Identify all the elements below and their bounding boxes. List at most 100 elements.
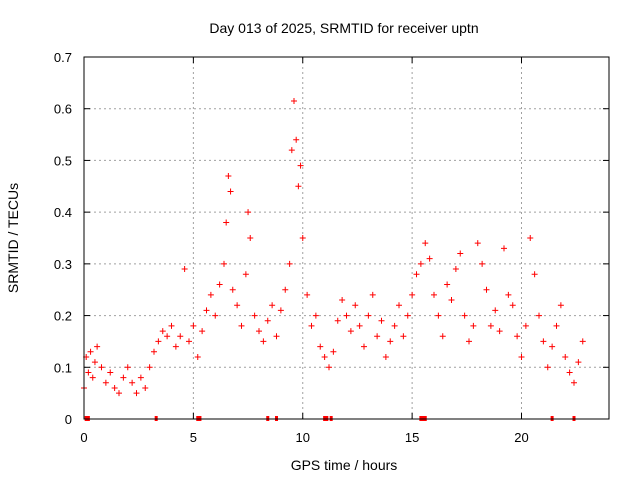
data-point [256,328,262,335]
data-point [221,260,227,267]
data-point [317,343,324,350]
data-point [505,291,512,298]
data-point [378,317,385,324]
data-point [98,364,105,371]
data-point [116,390,122,397]
x-tick-label: 20 [514,430,528,445]
data-point [133,390,140,397]
data-point [299,235,306,241]
data-point [579,338,586,345]
data-point [91,359,98,366]
y-tick-label: 0.7 [54,50,72,65]
data-point [111,384,118,391]
data-point [207,291,214,298]
data-point [444,281,451,288]
data-point [540,338,547,345]
data-point [212,312,219,319]
data-point [330,348,337,355]
data-point [422,240,429,247]
data-point [142,384,149,391]
y-tick-label: 0.3 [54,257,72,272]
y-tick-label: 0.6 [54,102,72,117]
data-point [461,312,468,319]
y-axis-title: SRMTID / TECUs [5,183,21,293]
data-point [544,364,551,371]
data-point [374,333,381,340]
data-point [409,291,416,298]
data-point [369,291,376,298]
data-point [304,291,311,298]
data-point [238,322,245,329]
data-point [186,338,192,345]
data-point [94,343,101,350]
data-point [387,338,394,345]
data-point [282,286,289,293]
data-point [571,379,577,386]
data-point [483,286,490,293]
data-point [553,322,560,329]
data-point [277,307,284,314]
x-tick-label: 0 [80,430,87,445]
data-point [89,374,96,381]
data-point [492,307,499,314]
data-point [177,333,184,340]
data-point [339,297,346,304]
data-point [225,172,232,179]
data-point [352,302,359,309]
data-point [242,271,249,278]
data-point [146,364,153,371]
data-point [251,312,258,319]
x-tick-label: 10 [296,430,310,445]
data-points-layer [81,97,586,397]
data-point [194,353,201,360]
data-point [557,302,564,309]
chart-title: Day 013 of 2025, SRMTID for receiver upt… [209,20,478,36]
data-point [164,333,171,340]
data-point [168,322,175,329]
data-point [312,312,319,319]
y-tick-label: 0.2 [54,309,72,324]
data-point [120,374,127,381]
data-point [474,240,481,247]
data-point [107,369,114,376]
data-point [269,302,276,309]
data-point [181,266,188,273]
data-point [361,343,367,350]
data-point [347,328,354,335]
axis-ticks-layer: 0 5 10 15 20 0 0.1 0.2 0.3 0.4 0.5 0.6 0.7 [54,50,609,445]
data-point [452,266,459,273]
data-point [247,235,254,241]
data-point [172,343,179,350]
x-tick-label: 15 [405,430,419,445]
data-point [487,322,494,329]
y-tick-label: 0.4 [54,205,72,220]
data-point [155,338,162,345]
data-point [417,260,424,267]
data-point [575,359,582,366]
data-point [227,188,234,195]
data-point [260,338,267,345]
data-point [245,209,252,216]
data-point [501,245,507,252]
data-point [356,322,363,329]
data-point [216,281,223,288]
data-point [334,317,341,324]
data-point [457,250,464,257]
data-point [413,271,420,278]
data-point [531,271,538,278]
data-point [295,183,302,190]
data-point [400,333,407,340]
data-point [431,291,437,298]
y-tick-label: 0.1 [54,360,72,375]
data-point [404,312,411,319]
data-point [297,162,304,169]
data-point [509,302,516,309]
data-point [124,364,131,371]
data-point [234,302,241,309]
data-point [396,302,402,309]
x-tick-label: 5 [190,430,197,445]
y-tick-label: 0 [65,412,72,427]
data-point [479,260,486,267]
data-point [129,379,136,386]
data-point [102,379,109,386]
